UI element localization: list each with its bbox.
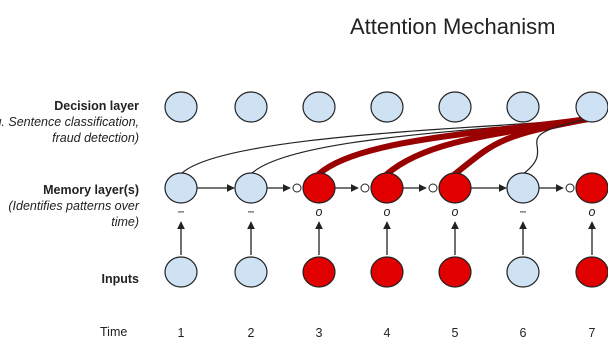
time-step-1: 1 — [178, 326, 185, 340]
gate-symbol-3: o — [316, 205, 323, 219]
memory-node-2 — [234, 172, 268, 204]
decision-node-6 — [506, 91, 540, 123]
decision-node-3 — [302, 91, 336, 123]
decision-node-7 — [575, 91, 608, 123]
memory-connector-3 — [292, 183, 302, 193]
time-step-4: 4 — [384, 326, 391, 340]
decision-node-5 — [438, 91, 472, 123]
gate-symbol-2: − — [247, 205, 254, 219]
inputs-label: Inputs — [0, 271, 140, 287]
gate-symbol-6: − — [519, 205, 526, 219]
gate-symbol-5: o — [452, 205, 459, 219]
decision-node-1 — [164, 91, 198, 123]
memory-connector-7 — [565, 183, 575, 193]
input-node-6 — [506, 256, 540, 288]
input-node-4 — [370, 256, 404, 288]
decision-layer-label: Decision layer (e.g. Sentence classifica… — [0, 98, 139, 146]
attention-lines — [180, 116, 591, 177]
time-step-6: 6 — [520, 326, 527, 340]
gate-symbol-4: o — [384, 205, 391, 219]
memory-node-3 — [302, 172, 336, 204]
input-node-1 — [164, 256, 198, 288]
input-node-7 — [575, 256, 608, 288]
diagram-title: Attention Mechanism — [350, 14, 556, 39]
time-label: Time — [100, 325, 128, 339]
input-node-2 — [234, 256, 268, 288]
time-step-7: 7 — [589, 326, 596, 340]
flow-arrows — [177, 183, 596, 255]
time-step-5: 5 — [452, 326, 459, 340]
memory-layer-label: Memory layer(s) (Identifies patterns ove… — [0, 182, 139, 230]
attention-line-5 — [452, 116, 591, 177]
decision-layer-subtitle: (e.g. Sentence classification, fraud det… — [0, 115, 139, 145]
time-step-3: 3 — [316, 326, 323, 340]
memory-node-7 — [575, 172, 608, 204]
memory-layer-subtitle: (Identifies patterns over time) — [8, 199, 139, 229]
memory-node-6 — [506, 172, 540, 204]
decision-node-4 — [370, 91, 404, 123]
decision-node-2 — [234, 91, 268, 123]
input-node-5 — [438, 256, 472, 288]
step-labels: − 1 − 2 o 3 o 4 o 5 − 6 o 7 — [177, 205, 595, 340]
memory-layer-title: Memory layer(s) — [43, 183, 139, 197]
memory-node-5 — [438, 172, 472, 204]
inputs-title: Inputs — [101, 272, 140, 286]
input-node-3 — [302, 256, 336, 288]
memory-connector-5 — [428, 183, 438, 193]
memory-connector-4 — [360, 183, 370, 193]
time-step-2: 2 — [248, 326, 255, 340]
attention-line-6 — [522, 118, 589, 175]
decision-layer-title: Decision layer — [54, 99, 139, 113]
gate-symbol-1: − — [177, 205, 184, 219]
gate-symbol-7: o — [589, 205, 596, 219]
memory-node-1 — [164, 172, 198, 204]
memory-node-4 — [370, 172, 404, 204]
nodes — [164, 91, 608, 288]
